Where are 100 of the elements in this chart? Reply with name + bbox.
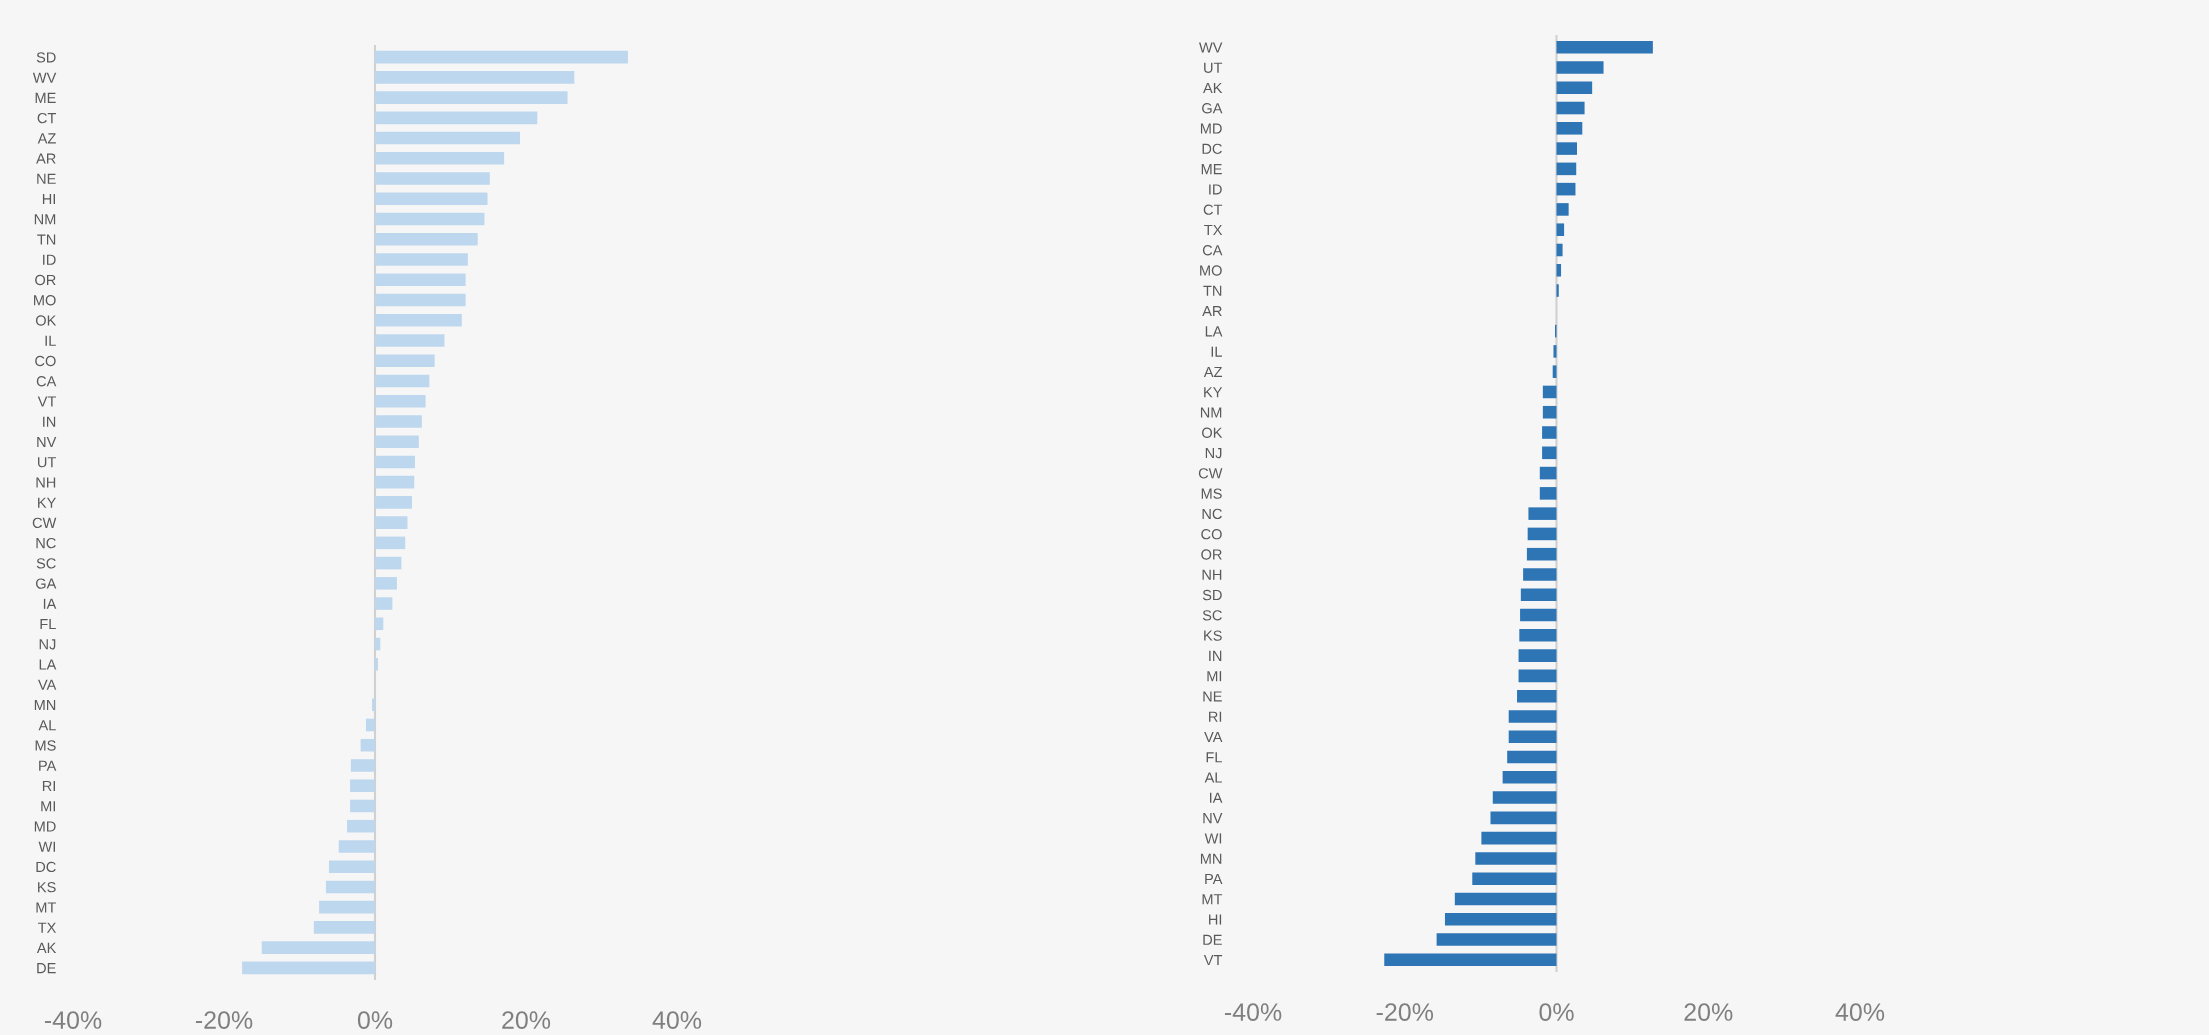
- bar: [1556, 142, 1577, 155]
- bar: [375, 415, 422, 428]
- y-tick-label: IA: [43, 598, 57, 609]
- bar: [375, 516, 408, 529]
- y-tick-label: NH: [1202, 569, 1222, 580]
- bar: [375, 131, 520, 145]
- x-tick-label: -20%: [195, 1011, 253, 1029]
- bar: [1436, 933, 1557, 946]
- x-tick-label: 40%: [652, 1011, 702, 1029]
- bar: [1481, 831, 1557, 845]
- bar: [375, 496, 412, 509]
- y-tick-label: VA: [1204, 731, 1223, 743]
- bar: [1542, 385, 1557, 399]
- y-tick-label: MN: [34, 700, 56, 711]
- bar: [1507, 750, 1557, 764]
- bar: [1518, 669, 1557, 683]
- bar: [1523, 568, 1557, 581]
- y-tick-label: NC: [36, 537, 56, 549]
- y-tick-label: SD: [36, 52, 56, 63]
- y-tick-label: LA: [39, 659, 57, 670]
- y-tick-label: IL: [1211, 346, 1222, 357]
- x-tick-label: 40%: [1835, 1003, 1885, 1021]
- y-tick-label: OK: [35, 315, 57, 326]
- y-tick-label: NM: [1200, 407, 1222, 418]
- y-tick-label: AL: [1204, 772, 1222, 783]
- bar: [1475, 852, 1557, 865]
- y-tick-label: IN: [1209, 650, 1222, 661]
- y-tick-label: HI: [42, 194, 55, 205]
- y-tick-label: DC: [36, 861, 56, 873]
- y-tick-label: GA: [36, 578, 57, 589]
- y-tick-label: LA: [1205, 326, 1223, 337]
- bar: [1517, 689, 1557, 703]
- y-tick-label: TN: [37, 234, 56, 245]
- bar: [360, 738, 375, 752]
- bar: [1542, 426, 1557, 439]
- y-tick-label: CA: [36, 376, 57, 387]
- y-tick-label: ID: [43, 254, 56, 265]
- bar: [1520, 608, 1557, 622]
- bar: [375, 273, 466, 287]
- bar: [1520, 588, 1557, 602]
- bar: [1552, 365, 1557, 378]
- y-tick-label: UT: [38, 457, 56, 468]
- y-tick-label: MS: [35, 740, 56, 751]
- bar: [1556, 263, 1562, 277]
- bar: [375, 293, 466, 307]
- y-tick-label: OK: [1202, 427, 1223, 438]
- y-tick-label: IA: [1210, 792, 1223, 803]
- bar: [371, 698, 375, 712]
- y-tick-label: DE: [37, 963, 56, 974]
- y-tick-label: KY: [1204, 387, 1223, 398]
- bar: [375, 212, 485, 226]
- bar: [375, 192, 488, 206]
- x-tick-label: 20%: [502, 1011, 551, 1029]
- bar: [1526, 547, 1557, 561]
- y-tick-label: HI: [1209, 914, 1222, 925]
- y-tick-label: AR: [1202, 306, 1222, 317]
- y-tick-label: CO: [35, 355, 56, 367]
- y-tick-label: NC: [1202, 508, 1222, 520]
- bar: [1556, 162, 1577, 176]
- y-tick-label: CW: [1198, 468, 1223, 479]
- y-tick-label: AK: [36, 942, 57, 953]
- bar: [242, 961, 375, 975]
- y-tick-label: NJ: [39, 639, 56, 650]
- y-tick-label: IN: [43, 416, 56, 427]
- y-tick-label: ME: [35, 92, 56, 103]
- bar: [1508, 710, 1557, 723]
- bar: [1556, 101, 1585, 115]
- y-tick-label: SC: [36, 558, 56, 569]
- bar: [1508, 730, 1557, 744]
- y-tick-label: OR: [1201, 549, 1222, 560]
- y-tick-label: AK: [1203, 82, 1223, 94]
- y-tick-label: VT: [1203, 955, 1223, 966]
- bar: [1556, 243, 1563, 257]
- bar: [375, 354, 435, 367]
- y-tick-label: NM: [34, 214, 56, 225]
- bar: [1518, 649, 1557, 662]
- bar: [1556, 203, 1569, 216]
- bar: [1527, 527, 1557, 541]
- bar: [1454, 892, 1557, 906]
- bar: [1556, 122, 1583, 135]
- bar: [338, 840, 375, 853]
- bar: [375, 394, 426, 408]
- bar: [347, 819, 375, 833]
- bar: [350, 779, 375, 792]
- y-tick-label: NV: [1203, 813, 1223, 824]
- y-tick-label: MN: [1200, 853, 1222, 864]
- y-tick-label: TN: [1203, 285, 1222, 296]
- bar: [375, 577, 397, 590]
- y-tick-label: CT: [37, 112, 56, 124]
- x-tick-label: -40%: [1224, 1003, 1282, 1021]
- bar: [375, 637, 381, 651]
- y-tick-label: VT: [37, 396, 56, 407]
- y-tick-label: NJ: [1205, 448, 1222, 459]
- bar: [375, 475, 415, 489]
- y-tick-label: NE: [1203, 691, 1222, 702]
- x-tick-label: 20%: [1684, 1003, 1733, 1021]
- bar: [1556, 284, 1559, 297]
- bar: [375, 253, 468, 266]
- bar: [1553, 345, 1557, 358]
- bar: [1539, 466, 1557, 480]
